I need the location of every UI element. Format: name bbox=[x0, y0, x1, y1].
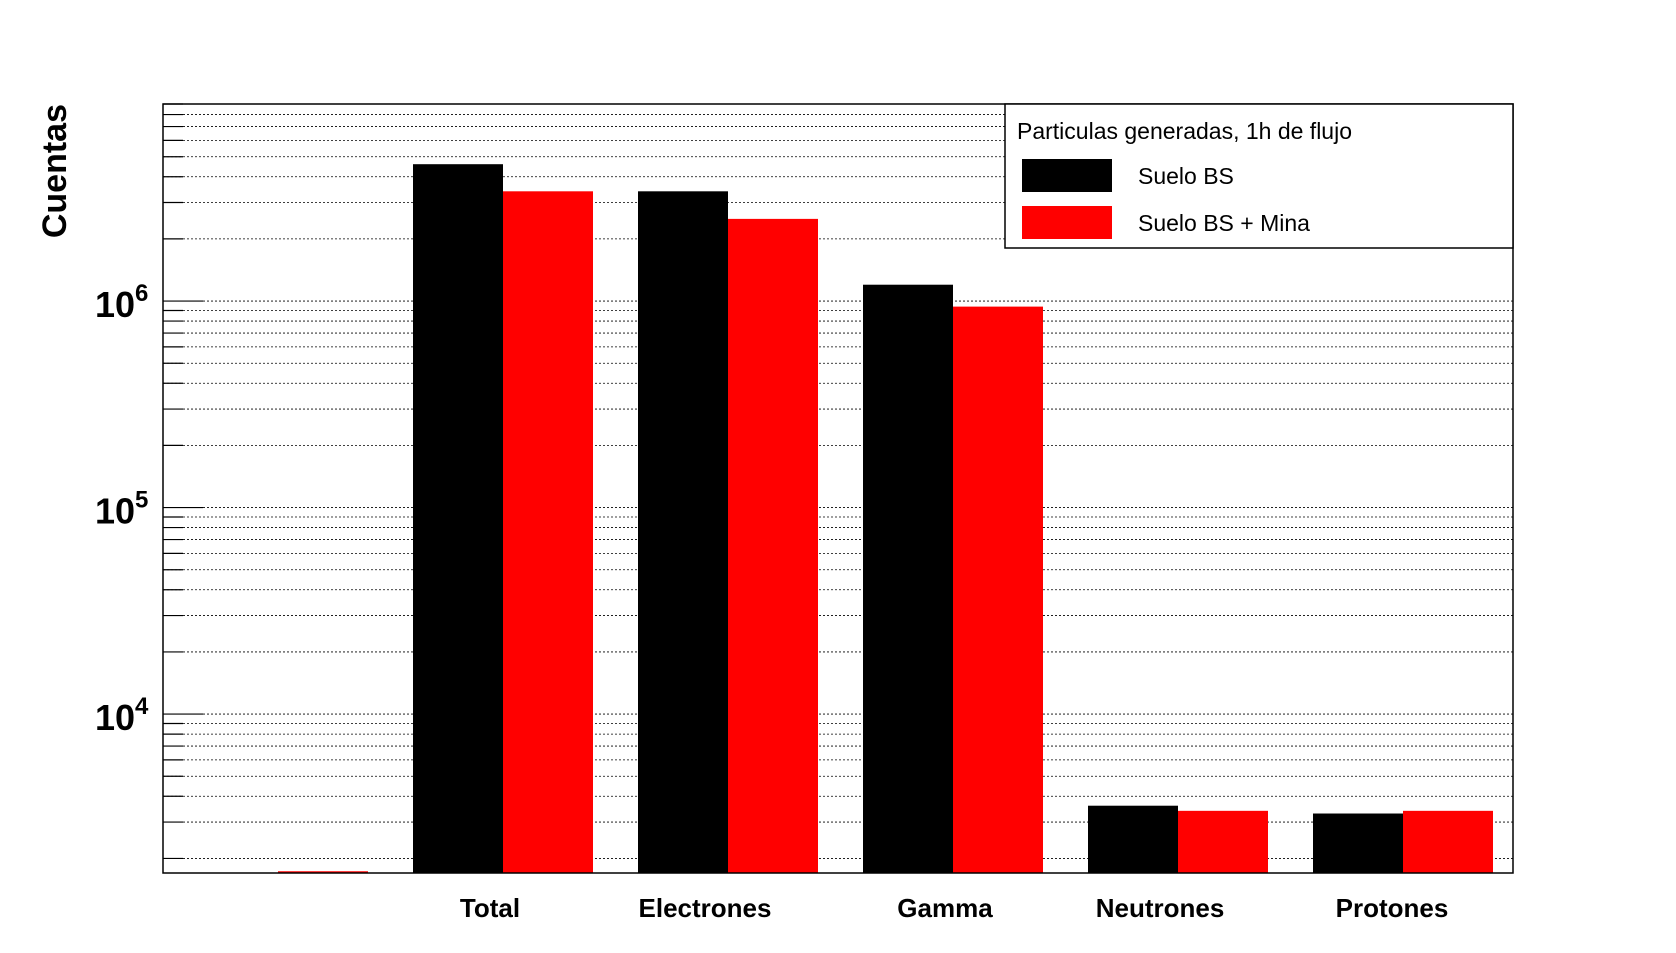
category-label-gamma: Gamma bbox=[897, 893, 993, 923]
legend-title: Particulas generadas, 1h de flujo bbox=[1017, 118, 1352, 144]
bar-protones-suelo-bs bbox=[1313, 813, 1403, 873]
x-axis-category-labels: Total Electrones Gamma Neutrones Protones bbox=[460, 893, 1448, 923]
bar-total-suelo-bs bbox=[413, 164, 503, 873]
bar-electrones-suelo-bs bbox=[638, 191, 728, 874]
bar-protones-suelo-bs-mina bbox=[1403, 810, 1493, 873]
category-label-total: Total bbox=[460, 893, 520, 923]
category-label-protones: Protones bbox=[1336, 893, 1449, 923]
y-tick-label: 104 bbox=[95, 693, 149, 738]
bar-neutrones-suelo-bs-mina bbox=[1178, 810, 1268, 873]
legend-entry-suelo-bs-mina: Suelo BS + Mina bbox=[1138, 210, 1310, 236]
legend-entry-suelo-bs: Suelo BS bbox=[1138, 163, 1234, 189]
legend-swatch-suelo-bs-mina bbox=[1022, 206, 1112, 239]
y-tick-label: 106 bbox=[95, 280, 148, 325]
legend-swatch-suelo-bs bbox=[1022, 159, 1112, 192]
plot-frame bbox=[162, 103, 1514, 874]
legend: Particulas generadas, 1h de flujo Suelo … bbox=[1004, 103, 1514, 249]
bar-total-suelo-bs-mina bbox=[503, 191, 593, 874]
y-axis-ticks bbox=[163, 103, 203, 860]
y-tick-label: 105 bbox=[95, 487, 148, 532]
bar-gamma-suelo-bs-mina bbox=[953, 306, 1043, 873]
category-label-neutrones: Neutrones bbox=[1096, 893, 1225, 923]
y-axis-label: Cuentas bbox=[36, 104, 74, 238]
y-axis-tick-labels: 104 105 106 bbox=[95, 280, 149, 738]
category-label-electrones: Electrones bbox=[639, 893, 772, 923]
bars bbox=[278, 164, 1493, 874]
bar-gamma-suelo-bs bbox=[863, 284, 953, 874]
bar-neutrones-suelo-bs bbox=[1088, 805, 1178, 873]
bar-electrones-suelo-bs-mina bbox=[728, 218, 818, 873]
